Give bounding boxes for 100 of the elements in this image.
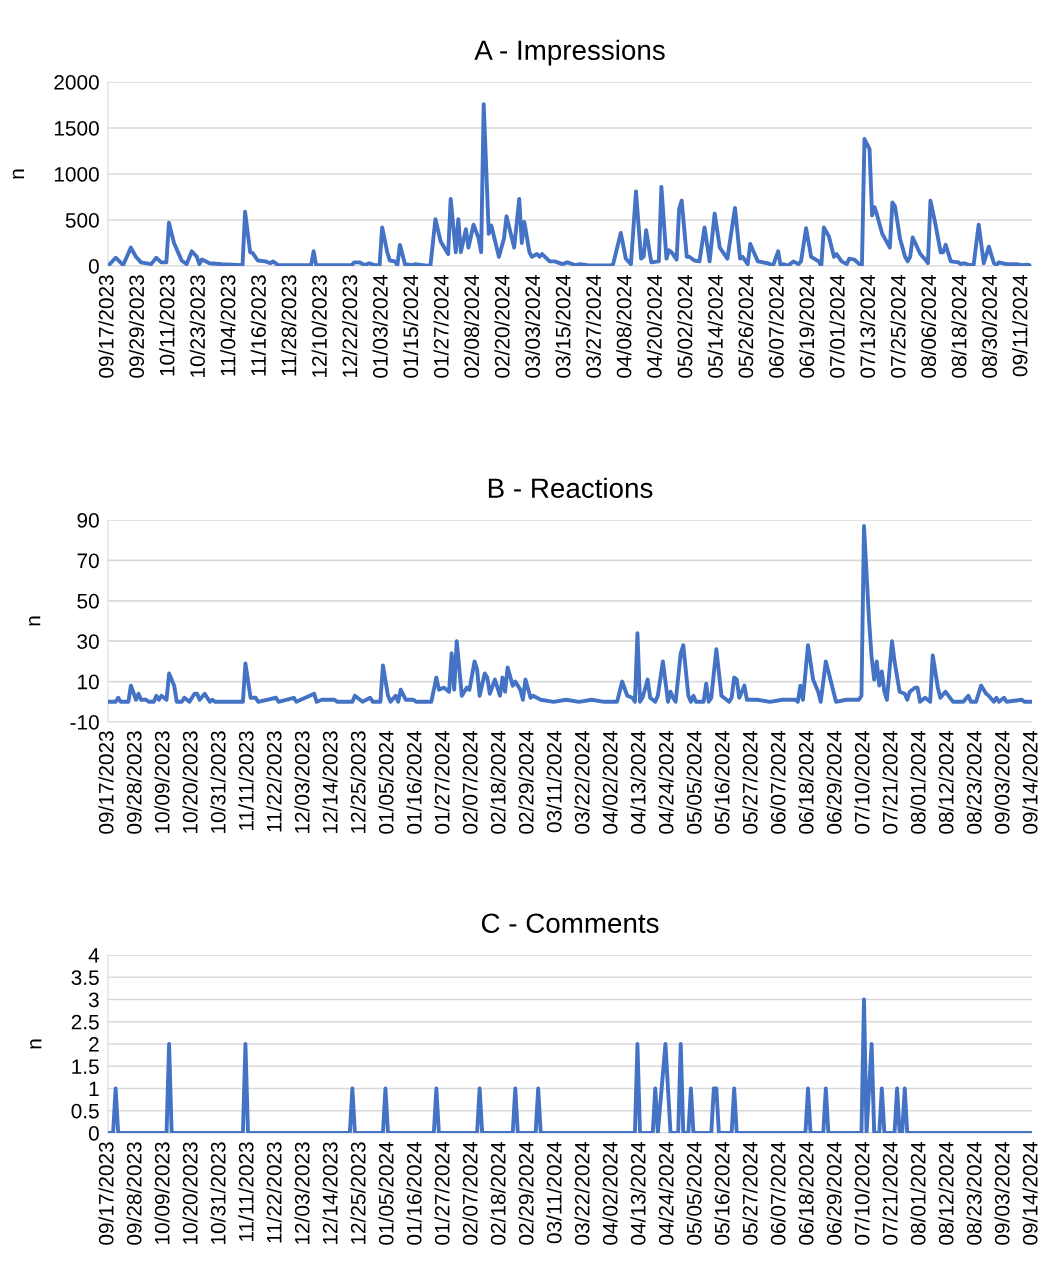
x-tick-label: 04/13/2024	[630, 730, 646, 834]
x-tick-label: 02/18/2024	[490, 1141, 506, 1245]
x-tick-label: 05/16/2024	[714, 730, 730, 834]
y-tick-label: -10	[70, 715, 99, 730]
x-tick-label: 09/03/2024	[994, 1141, 1010, 1245]
x-tick-label: 03/03/2024	[524, 274, 541, 378]
y-tick-label: 1000	[54, 167, 99, 182]
y-tick-label: 90	[77, 513, 99, 528]
x-tick-label: 04/24/2024	[658, 1141, 674, 1245]
y-tick-label: 2000	[54, 75, 99, 90]
x-tick-label: 09/14/2024	[1022, 730, 1038, 834]
x-tick-label: 08/30/2024	[981, 274, 997, 378]
x-tick-label: 05/27/2024	[742, 730, 758, 834]
x-tick-label: 07/21/2024	[882, 730, 898, 834]
x-tick-label: 12/14/2023	[322, 731, 338, 833]
y-tick-label: 3.5	[71, 970, 99, 985]
x-tick-label: 01/05/2024	[378, 1141, 394, 1245]
x-tick-label: 11/22/2023	[266, 1142, 282, 1243]
x-tick-label: 01/03/2024	[372, 274, 388, 378]
x-tick-label: 12/22/2023	[341, 275, 358, 377]
x-tick-label: 05/14/2024	[707, 274, 723, 378]
x-tick-label: 02/08/2024	[463, 274, 480, 378]
x-tick-label: 01/27/2024	[433, 274, 449, 378]
x-tick-label: 06/07/2024	[768, 274, 784, 378]
x-tick-label: 03/15/2024	[555, 274, 571, 378]
x-tick-label: 02/07/2024	[462, 730, 478, 834]
x-tick-label: 10/09/2023	[154, 1142, 170, 1244]
y-tick-label: 1	[89, 1081, 99, 1097]
x-tick-label: 12/14/2023	[322, 1142, 338, 1244]
x-tick-label: 04/13/2024	[630, 1141, 646, 1245]
x-tick-label: 10/09/2023	[154, 731, 170, 833]
x-tick-label: 07/10/2024	[854, 730, 870, 834]
y-axis-title: n	[30, 1039, 42, 1049]
chart-title: B - Reactions	[488, 477, 653, 499]
x-tick-label: 01/27/2024	[434, 1141, 450, 1245]
x-tick-label: 12/03/2023	[294, 1142, 310, 1244]
x-tick-label: 02/20/2024	[494, 274, 510, 378]
x-tick-label: 08/12/2024	[938, 730, 954, 834]
x-tick-label: 07/13/2024	[859, 274, 876, 378]
x-tick-label: 08/23/2024	[966, 730, 982, 834]
x-tick-label: 12/10/2023	[311, 275, 327, 377]
x-tick-label: 04/02/2024	[602, 1141, 618, 1245]
x-tick-label: 08/18/2024	[951, 274, 967, 378]
y-axis-title: n	[29, 616, 41, 626]
x-tick-label: 05/05/2024	[686, 1141, 702, 1245]
x-tick-label: 06/18/2024	[798, 730, 814, 834]
x-tick-label: 08/01/2024	[910, 1141, 926, 1245]
x-tick-label: 09/03/2024	[994, 730, 1010, 834]
x-tick-label: 02/29/2024	[518, 730, 534, 834]
x-tick-label: 06/07/2024	[770, 1141, 786, 1245]
x-tick-label: 03/22/2024	[574, 1141, 590, 1245]
x-tick-label: 09/28/2023	[126, 1142, 142, 1245]
x-tick-label: 07/21/2024	[882, 1141, 898, 1245]
y-tick-label: 4	[88, 948, 100, 963]
y-tick-label: 3	[88, 992, 99, 1008]
x-tick-label: 05/02/2024	[677, 274, 693, 378]
x-tick-label: 06/18/2024	[798, 1141, 814, 1245]
x-tick-label: 03/11/2024	[546, 1141, 562, 1244]
x-tick-label: 10/20/2023	[182, 731, 198, 833]
x-tick-label: 09/11/2024	[1012, 274, 1028, 377]
y-tick-label: 30	[77, 634, 99, 649]
x-tick-label: 08/12/2024	[938, 1141, 954, 1245]
y-tick-label: 0.5	[71, 1103, 99, 1119]
x-tick-label: 12/03/2023	[294, 731, 310, 833]
x-tick-label: 10/11/2023	[159, 275, 175, 376]
y-tick-label: 0	[88, 1126, 99, 1141]
x-tick-label: 01/27/2024	[434, 730, 450, 834]
x-tick-label: 08/01/2024	[910, 730, 926, 834]
x-tick-label: 02/29/2024	[518, 1141, 534, 1245]
x-tick-label: 09/29/2023	[128, 275, 145, 378]
x-tick-label: 09/17/2023	[98, 1142, 114, 1245]
x-tick-label: 01/16/2024	[406, 1141, 422, 1245]
x-tick-label: 09/14/2024	[1022, 1141, 1038, 1245]
y-axis-title: n	[12, 169, 24, 179]
x-tick-label: 10/31/2023	[210, 731, 226, 833]
x-tick-label: 06/29/2024	[826, 1141, 842, 1245]
x-tick-label: 05/05/2024	[686, 730, 702, 834]
x-tick-label: 04/24/2024	[658, 730, 674, 834]
chart-title: C - Comments	[481, 913, 659, 934]
x-tick-label: 07/01/2024	[829, 274, 845, 378]
y-tick-label: 0	[88, 259, 99, 274]
x-tick-label: 09/17/2023	[98, 731, 114, 834]
x-tick-label: 03/27/2024	[585, 274, 601, 378]
x-tick-label: 05/26/2024	[737, 274, 754, 378]
x-tick-label: 04/02/2024	[602, 730, 618, 834]
x-tick-label: 09/17/2023	[98, 275, 114, 378]
x-tick-label: 07/25/2024	[890, 274, 906, 378]
y-tick-label: 1.5	[72, 1059, 99, 1074]
x-tick-label: 08/06/2024	[920, 274, 937, 378]
x-tick-label: 06/29/2024	[826, 730, 842, 834]
x-tick-label: 01/16/2024	[406, 730, 422, 834]
x-tick-label: 05/27/2024	[742, 1141, 758, 1245]
y-tick-label: 2.5	[71, 1014, 99, 1030]
y-tick-label: 50	[77, 593, 99, 609]
x-tick-label: 01/05/2024	[378, 730, 394, 834]
x-tick-label: 04/08/2024	[616, 274, 632, 378]
x-tick-label: 05/16/2024	[714, 1141, 730, 1245]
x-tick-label: 01/15/2024	[402, 274, 419, 378]
x-tick-label: 11/28/2023	[281, 275, 297, 376]
x-tick-label: 11/11/2023	[238, 731, 254, 830]
